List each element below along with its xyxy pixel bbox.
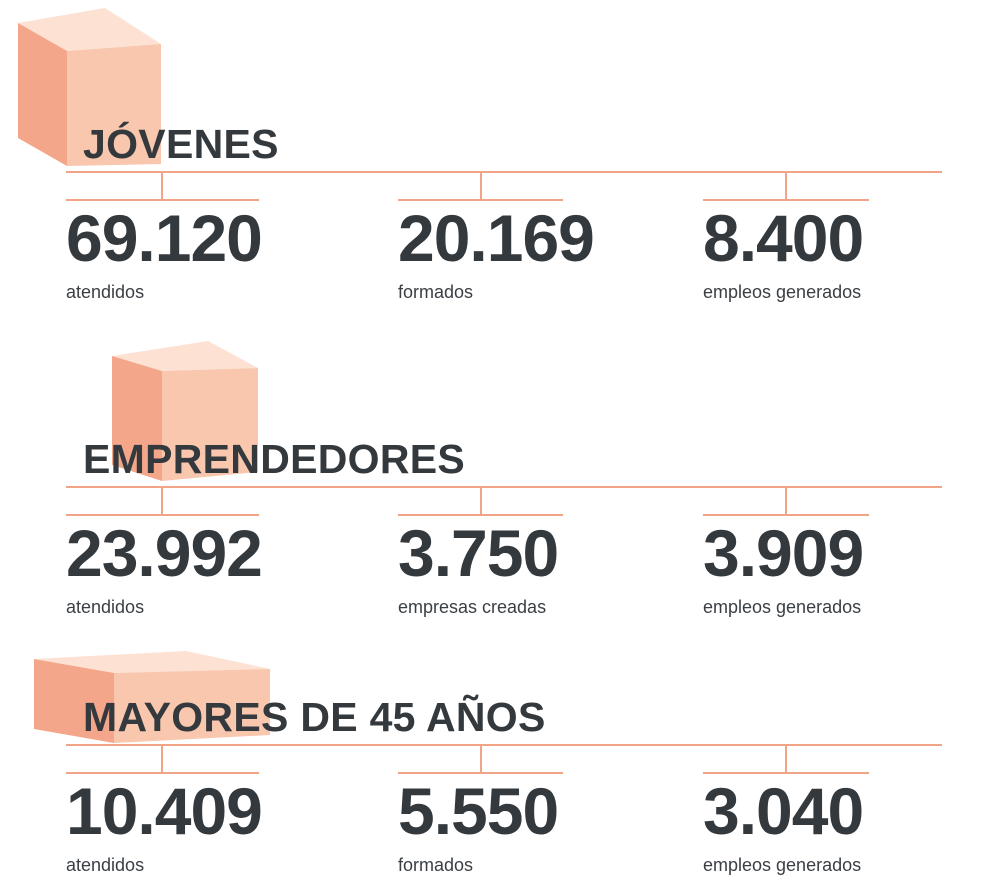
cube-icon	[34, 651, 270, 743]
stat-value: 3.909	[703, 516, 864, 590]
stat-value: 69.120	[66, 201, 263, 275]
stat-label: formados	[398, 855, 474, 875]
stat-label: atendidos	[66, 597, 145, 617]
stat-label: empresas creadas	[398, 597, 547, 617]
stat-value: 5.550	[398, 774, 559, 848]
section-divider	[66, 486, 942, 488]
section-title: EMPRENDEDORES	[83, 436, 466, 482]
stat-label: atendidos	[66, 855, 145, 875]
section-title: MAYORES DE 45 AÑOS	[83, 694, 546, 740]
stat-label: formados	[398, 282, 474, 302]
section-divider	[66, 744, 942, 746]
stat-value: 23.992	[66, 516, 263, 590]
stat-label: atendidos	[66, 282, 145, 302]
stat-value: 10.409	[66, 774, 263, 848]
stat-label: empleos generados	[703, 597, 862, 617]
cube-icon	[18, 8, 161, 166]
section-divider	[66, 171, 942, 173]
stat-value: 8.400	[703, 201, 864, 275]
stat-label: empleos generados	[703, 855, 862, 875]
stat-value: 20.169	[398, 201, 595, 275]
stat-label: empleos generados	[703, 282, 862, 302]
stat-value: 3.040	[703, 774, 864, 848]
section-title: JÓVENES	[83, 121, 279, 167]
stat-value: 3.750	[398, 516, 559, 590]
cube-icon	[112, 341, 258, 481]
